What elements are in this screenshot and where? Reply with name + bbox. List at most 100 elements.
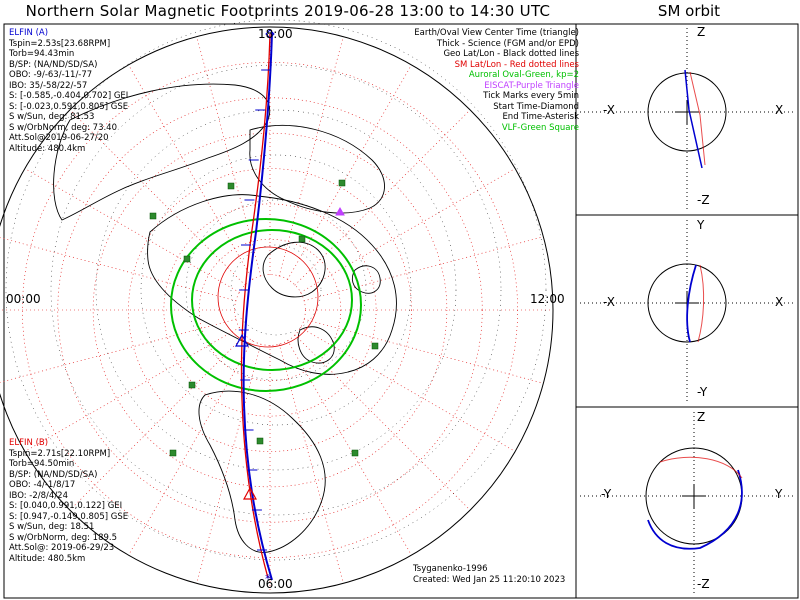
auroral-oval-inner (191, 229, 353, 371)
legend-sm: SM Lat/Lon - Red dotted lines (454, 59, 579, 70)
vlf-square (351, 449, 359, 457)
elfin-b-line: B/SP: (NA/ND/SD/SA) (9, 469, 98, 480)
sm-orbit-panel-2 (580, 220, 795, 404)
start-diamond (265, 29, 275, 39)
sm-longitude-spoke (69, 109, 246, 286)
sm-longitude-spoke (0, 237, 237, 302)
sm-longitude-spoke (278, 343, 344, 584)
panel2-label-bottom: -Y (697, 385, 708, 399)
sm-longitude-spoke (294, 109, 471, 286)
panel3-label-bottom: -Z (697, 577, 710, 591)
geo-latitude-ring (230, 244, 322, 336)
elfin-b-line: Att.Sol@: 2019-06-29/23 (9, 543, 115, 553)
elfin-a-line: S w/OrbNorm, deg: 73.40 (9, 122, 118, 133)
sm-latitude-ring (198, 238, 342, 382)
eiscat-triangle (335, 206, 345, 216)
sm-longitude-spoke (0, 318, 237, 383)
map-label-left: 00:00 (6, 292, 41, 306)
legend-geo: Geo Lat/Lon - Black dotted lines (443, 49, 579, 59)
sm-longitude-spoke (303, 236, 544, 302)
vlf-square (338, 179, 346, 187)
panel3-label-right: Y (775, 487, 783, 501)
legend-eiscat: EISCAT-Purple Triangle (484, 80, 579, 91)
vlf-square (188, 381, 196, 389)
siberia-coast (249, 124, 385, 214)
elfin-a-line: Tspin=2.53s[23.68RPM] (9, 38, 111, 49)
coastlines (53, 83, 397, 553)
sm-longitude-spoke (196, 36, 262, 277)
legend: Earth/Oval View Center Time (triangle) T… (414, 28, 579, 133)
sm-longitude-spoke (128, 340, 253, 556)
legend-vlf: VLF-Green Square (501, 122, 579, 133)
panel3-label-left: -Y (601, 487, 612, 501)
elfin-a-line: IBO: 35/-58/22/-57 (9, 80, 88, 91)
elfin-b-line: Altitude: 480.5km (9, 553, 86, 564)
geo-latitude-ring (95, 109, 457, 471)
legend-ticks: Tick Marks every 5min (483, 91, 579, 101)
legend-view-center: Earth/Oval View Center Time (triangle) (414, 28, 579, 38)
legend-end: End Time-Asterisk (502, 112, 579, 122)
sm-longitude-spoke (300, 327, 516, 452)
geo-latitude-ring (5, 19, 547, 561)
panel2-label-top: Y (697, 218, 705, 232)
footer-created: Created: Wed Jan 25 11:20:10 2023 (413, 574, 566, 585)
panel2-label-right: X (775, 295, 784, 309)
map-label-right: 12:00 (530, 292, 565, 306)
vlf-square (298, 235, 306, 243)
elfin-b-info: ELFIN (B) Tspin=2.71s[22.10RPM] Torb=94.… (9, 438, 128, 564)
sm-orbit-panel-3 (580, 412, 795, 596)
sm-panels-frame (575, 23, 799, 599)
vlf-square (169, 449, 177, 457)
elfin-b-line: S: [0.040,0.991,0.122] GEI (9, 501, 123, 511)
elfin-a-track (242, 31, 273, 581)
geo-grid (5, 19, 547, 561)
auroral-oval-outer (170, 218, 362, 392)
elfin-b-line: IBO: -2/8/4/24 (9, 490, 68, 501)
map-boundary (0, 26, 554, 594)
vlf-square (371, 342, 379, 350)
europe-islands (351, 265, 381, 294)
auroral-ovals (170, 218, 362, 392)
map-label-top: 18:00 (258, 27, 293, 41)
elfin-b-line: Torb=94.50min (9, 459, 75, 469)
polar-map: * (0, 19, 554, 594)
sm-longitude-spoke (24, 168, 240, 293)
geo-latitude-ring (50, 64, 502, 516)
elfin-b-line: Tspin=2.71s[22.10RPM] (9, 448, 111, 459)
panel1-label-top: Z (697, 25, 706, 39)
elfin-a-info: ELFIN (A) Tspin=2.53s[23.68RPM] Torb=94.… (9, 28, 128, 154)
elfin-b-line: S w/OrbNorm, deg: 189.5 (9, 532, 118, 543)
panel2-label-left: -X (603, 295, 615, 309)
elfin-a-line: Torb=94.43min (9, 49, 75, 59)
panel1-label-right: X (775, 103, 784, 117)
eurasia-coast (53, 83, 270, 221)
footer-credit: Tsyganenko-1996 (413, 564, 488, 574)
sm-grid (0, 27, 553, 593)
elfin-a-heading: ELFIN (A) (9, 28, 49, 38)
sm-latitude-ring (128, 168, 412, 452)
sm-latitude-ring (92, 132, 448, 488)
sm-longitude-spoke (287, 340, 412, 556)
geo-latitude-ring (140, 154, 412, 426)
vlf-square (149, 212, 157, 220)
sm-longitude-spoke (300, 168, 516, 293)
end-asterisk: * (265, 572, 271, 586)
legend-auroral: Auroral Oval-Green, kp=2 (468, 70, 579, 80)
sm-longitude-spoke (128, 64, 253, 280)
sm-orbit-title: SM orbit (657, 2, 721, 20)
sm-longitude-spoke (294, 334, 471, 511)
elfin-a-center-triangle (234, 333, 250, 347)
elfin-b-track (240, 33, 271, 579)
vlf-square (227, 182, 235, 190)
elfin-a-line: B/SP: (NA/ND/SD/SA) (9, 59, 98, 70)
elfin-a-line: S: [-0.585,-0.404,0.702] GEI (9, 91, 129, 101)
vlf-square (183, 255, 191, 263)
sm-longitude-spoke (287, 64, 412, 280)
sm-longitude-spoke (24, 327, 240, 452)
panel1-label-left: -X (603, 103, 615, 117)
elfin-b-line: S w/Sun, deg: 18.51 (9, 522, 95, 532)
sm-latitude-ring (163, 203, 377, 417)
greenland-coast (262, 241, 326, 298)
panel1-label-bottom: -Z (697, 193, 710, 207)
